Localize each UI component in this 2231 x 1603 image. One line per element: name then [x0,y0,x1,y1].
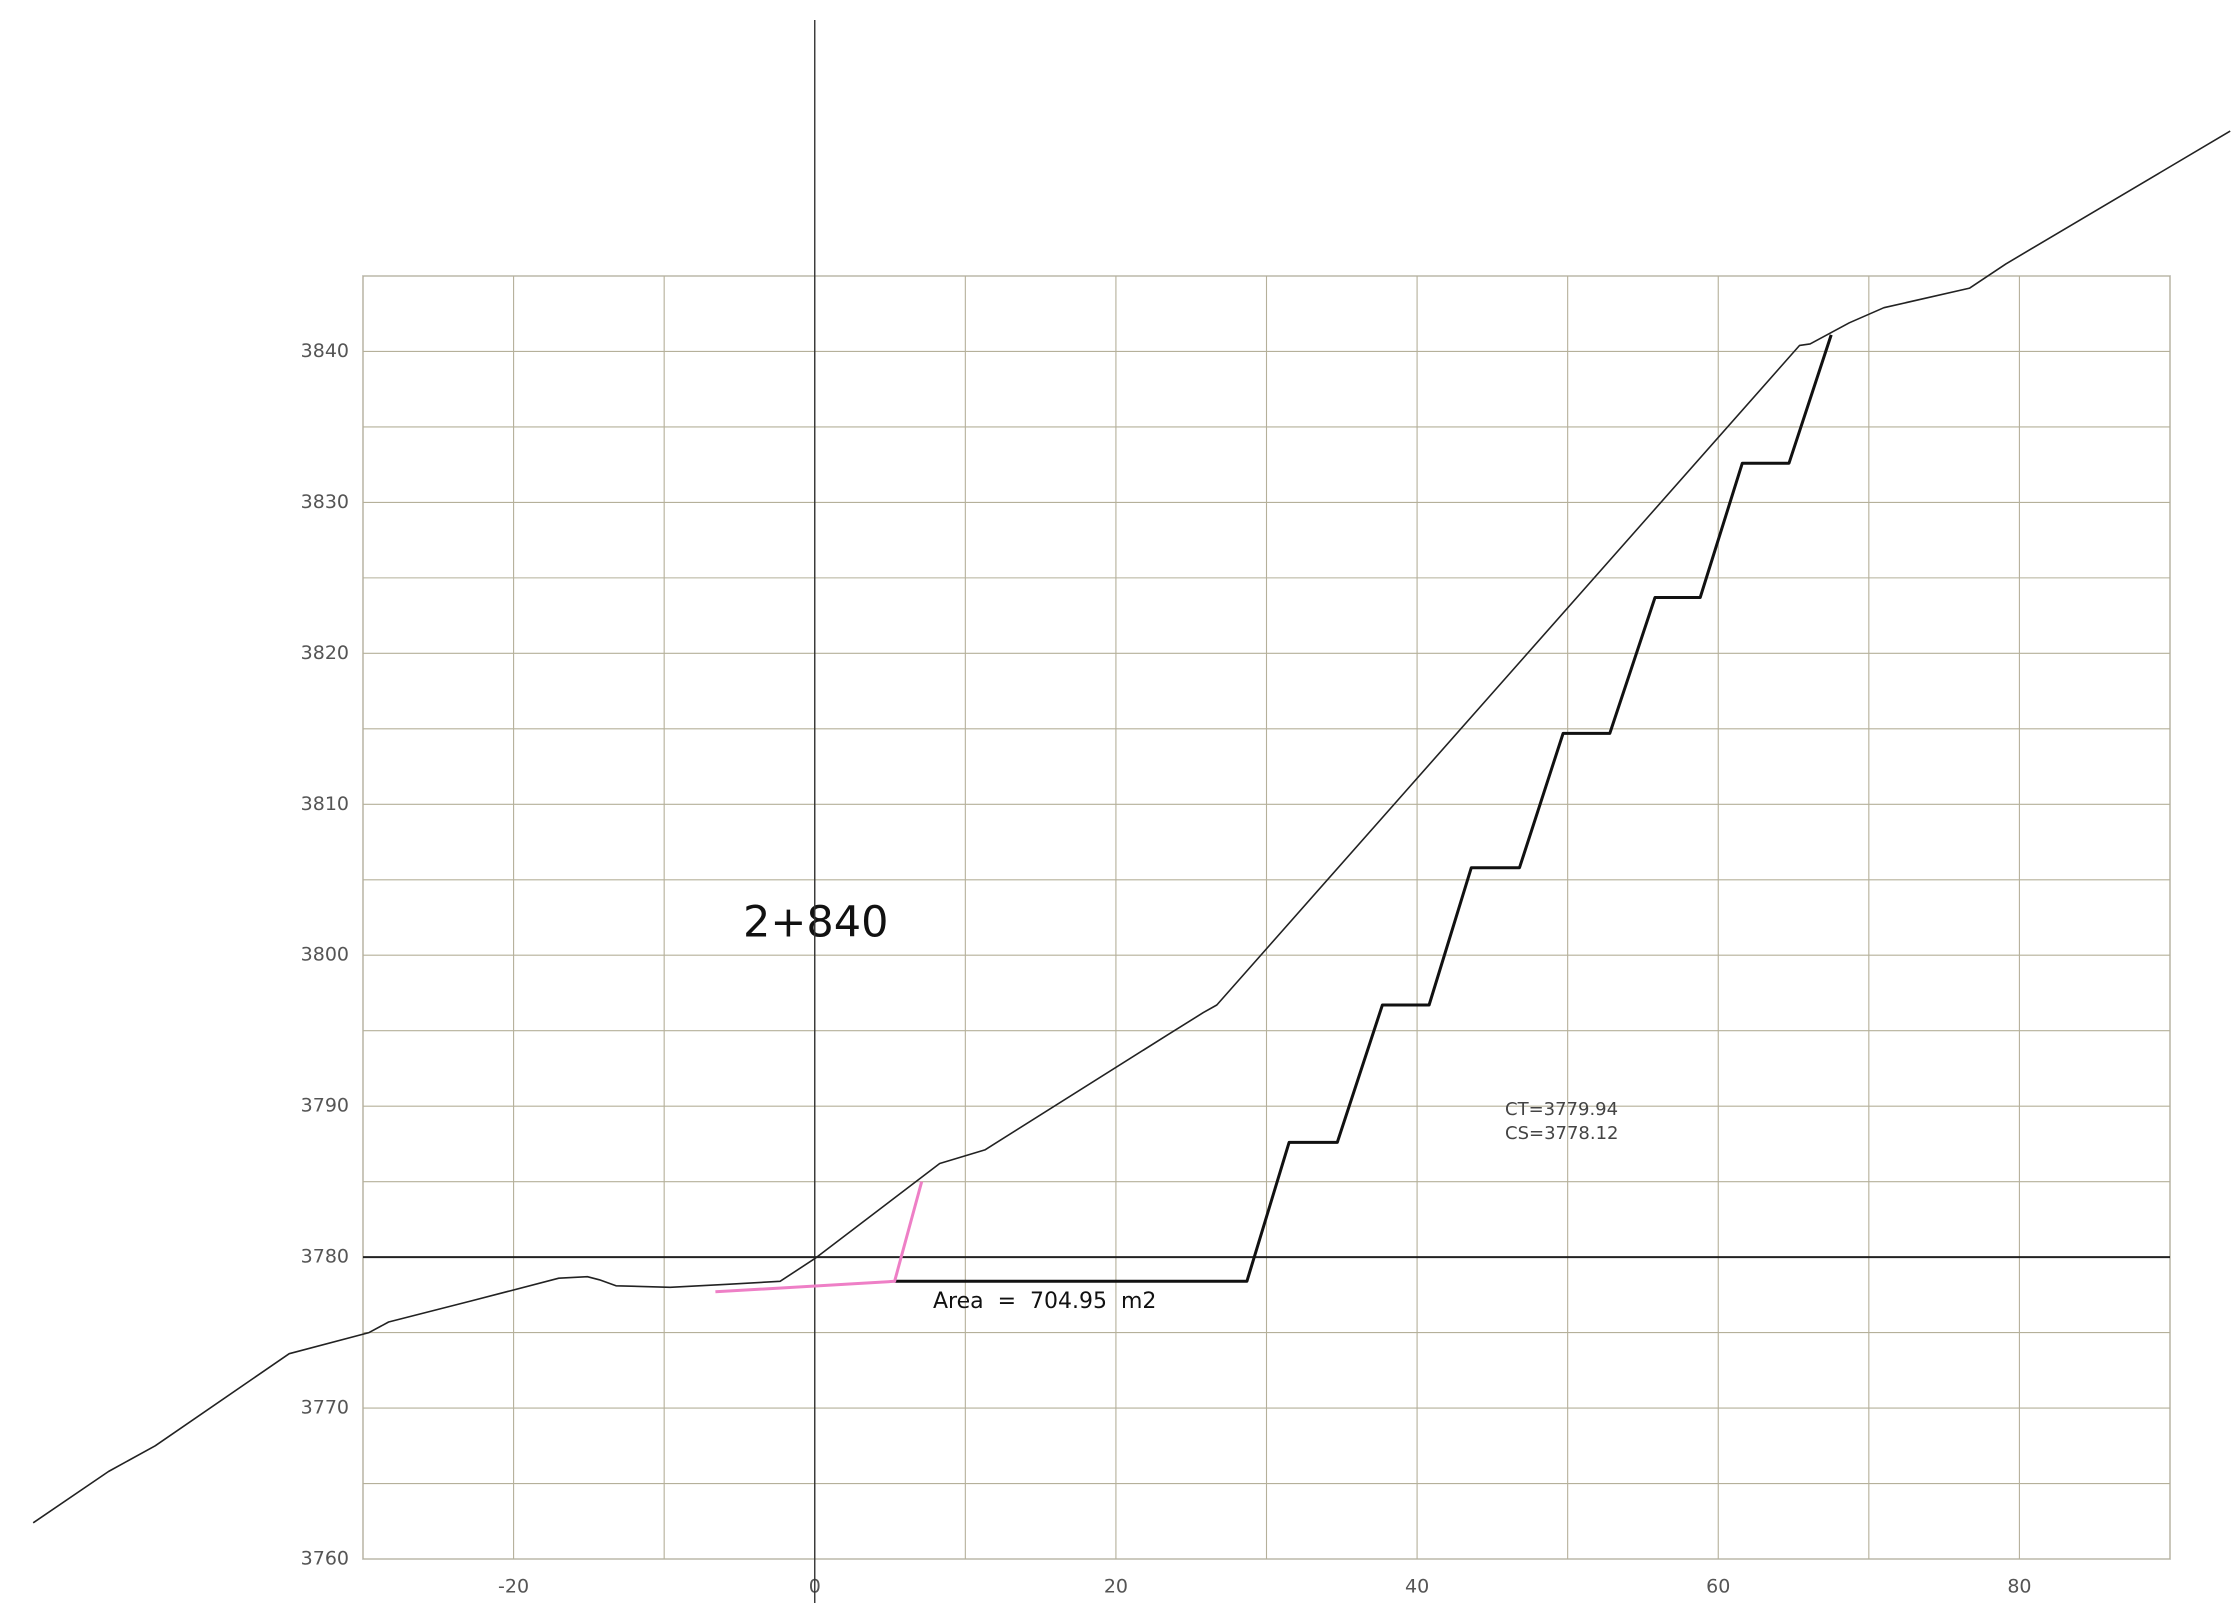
x-tick-label: 20 [1104,1576,1128,1598]
y-tick-label: 3810 [301,793,349,815]
y-tick-label: 3800 [301,944,349,966]
area-label: Area = 704.95 m2 [933,1289,1156,1314]
x-tick-label: -20 [498,1576,529,1598]
section-line [715,1181,924,1294]
section-label: 2+840 [743,898,888,948]
y-tick-label: 3760 [301,1548,349,1570]
cs-label: CS=3778.12 [1505,1123,1619,1144]
y-tick-label: 3780 [301,1246,349,1268]
x-tick-label: 40 [1405,1576,1429,1598]
y-tick-label: 3790 [301,1095,349,1117]
ct-label: CT=3779.94 [1505,1099,1618,1120]
x-tick-label: 60 [1706,1576,1730,1598]
section-line [894,334,1833,1283]
y-tick-label: 3830 [301,491,349,513]
y-tick-label: 3770 [301,1397,349,1419]
x-tick-label: 80 [2007,1576,2031,1598]
y-tick-label: 3820 [301,642,349,664]
section-line [32,130,2231,1524]
y-tick-label: 3840 [301,340,349,362]
